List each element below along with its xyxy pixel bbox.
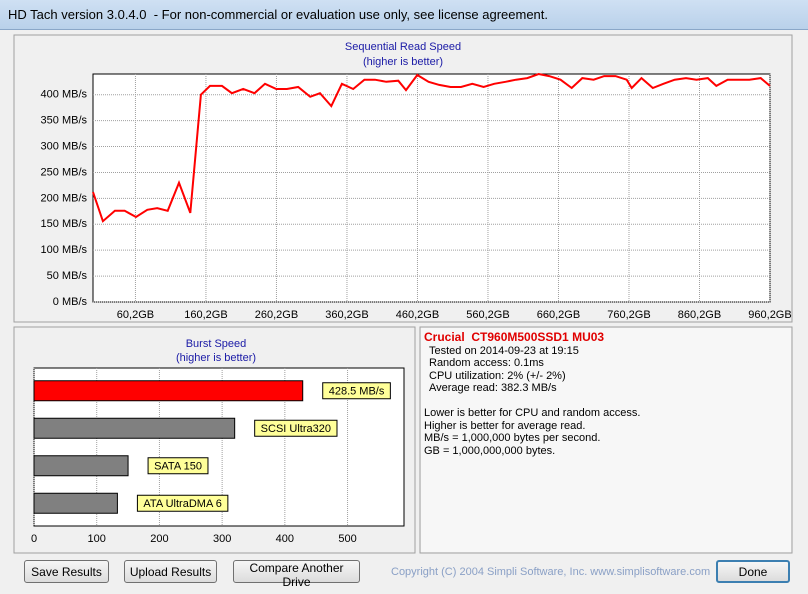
title-bar: HD Tach version 3.0.4.0 - For non-commer… [0, 0, 808, 30]
label-box [147, 457, 209, 475]
y-tick-label: 100 MB/s [41, 244, 88, 256]
bar [33, 492, 118, 514]
label-box [254, 419, 338, 437]
info-lines: Tested on 2014-09-23 at 19:15 Random acce… [421, 345, 791, 395]
x-tick-label: 260,2GB [255, 309, 298, 321]
x-tick-label: 460,2GB [396, 309, 439, 321]
x-tick-label: 300 [213, 533, 231, 545]
x-tick-label: 560,2GB [466, 309, 509, 321]
bar [33, 455, 129, 477]
info-line: CPU utilization: 2% (+/- 2%) [429, 369, 566, 382]
category-label: SCSI Ultra320 [261, 423, 331, 435]
y-tick-label: 150 MB/s [41, 218, 88, 230]
window-title: HD Tach version 3.0.4.0 - For non-commer… [8, 7, 549, 22]
chart-subtitle: (higher is better) [176, 352, 256, 364]
x-tick-label: 160,2GB [184, 309, 227, 321]
chart-title: Burst Speed [186, 338, 247, 350]
label-box [136, 494, 229, 512]
done-button[interactable]: Done [716, 560, 790, 583]
copyright: Copyright (C) 2004 Simpli Software, Inc.… [391, 566, 711, 578]
bar [33, 380, 304, 402]
info-line: Tested on 2014-09-23 at 19:15 [429, 344, 579, 357]
bar [33, 417, 236, 439]
x-tick-label: 60,2GB [117, 309, 154, 321]
x-tick-label: 360,2GB [325, 309, 368, 321]
x-tick-label: 760,2GB [607, 309, 650, 321]
x-tick-label: 400 [276, 533, 294, 545]
category-label: SATA 150 [154, 461, 202, 473]
y-tick-label: 400 MB/s [41, 89, 88, 101]
chart-subtitle: (higher is better) [363, 56, 443, 68]
drive-name: Crucial CT960M500SSD1 MU03 [424, 330, 605, 344]
upload-button[interactable]: Upload Results [124, 560, 217, 583]
label-box [322, 382, 391, 400]
x-tick-label: 0 [31, 533, 37, 545]
y-tick-label: 250 MB/s [41, 166, 88, 178]
y-tick-label: 300 MB/s [41, 140, 88, 152]
value-label: 428.5 MB/s [329, 386, 385, 398]
x-tick-label: 660,2GB [537, 309, 580, 321]
chart-title: Sequential Read Speed [345, 41, 461, 53]
x-tick-label: 100 [88, 533, 106, 545]
compare-button[interactable]: Compare Another Drive [233, 560, 360, 589]
info-line: Random access: 0.1ms [429, 357, 544, 370]
info-panel [419, 326, 793, 554]
info-note: MB/s = 1,000,000 bytes per second. [424, 432, 601, 445]
line-plot-area [92, 73, 771, 303]
info-note: Higher is better for average read. [424, 419, 586, 432]
save-button[interactable]: Save Results [24, 560, 109, 583]
x-tick-label: 500 [338, 533, 356, 545]
info-note: Lower is better for CPU and random acces… [424, 406, 641, 419]
category-label: ATA UltraDMA 6 [143, 498, 221, 510]
y-tick-label: 200 MB/s [41, 192, 88, 204]
x-tick-label: 960,2GB [748, 309, 791, 321]
info-notes: Lower is better for CPU and random acces… [421, 407, 791, 457]
data-line [92, 72, 771, 223]
x-tick-label: 860,2GB [678, 309, 721, 321]
info-line: Average read: 382.3 MB/s [429, 382, 557, 395]
info-note: GB = 1,000,000,000 bytes. [424, 444, 556, 457]
y-tick-label: 50 MB/s [47, 270, 88, 282]
y-tick-label: 350 MB/s [41, 115, 88, 127]
x-tick-label: 200 [150, 533, 168, 545]
info: Crucial CT960M500SSD1 MU03 Tested on 201… [421, 328, 791, 552]
y-tick-label: 0 MB/s [53, 296, 88, 308]
